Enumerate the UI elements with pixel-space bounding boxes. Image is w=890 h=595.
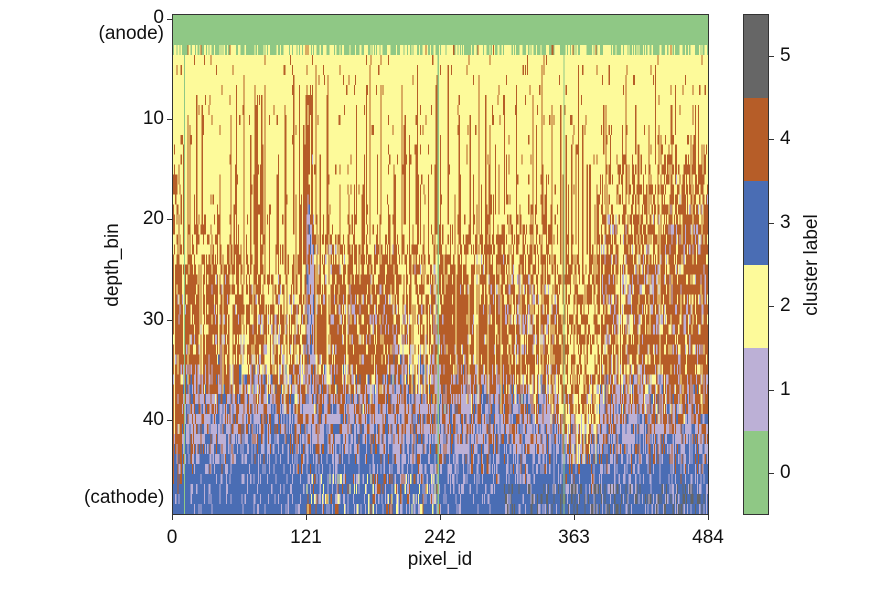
colorbar-label-1: 1 xyxy=(780,379,791,400)
colorbar-tick-5 xyxy=(769,56,774,57)
xtick-0 xyxy=(172,515,173,520)
ytick-30 xyxy=(167,320,172,321)
ytick-20 xyxy=(167,219,172,220)
xtick-363 xyxy=(574,515,575,520)
colorbar-tick-3 xyxy=(769,223,774,224)
colorbar-segment-0 xyxy=(744,430,768,515)
ytick-label-20: 20 xyxy=(142,208,164,229)
ytick-label-10: 10 xyxy=(142,108,164,129)
colorbar-label-3: 3 xyxy=(780,212,791,233)
colorbar-segment-3 xyxy=(744,181,768,265)
colorbar xyxy=(743,14,769,515)
xtick-121 xyxy=(306,515,307,520)
colorbar-label-4: 4 xyxy=(780,128,791,149)
ytick-label-0: 0 xyxy=(153,7,164,28)
ytick-40 xyxy=(167,420,172,421)
xtick-label-484: 484 xyxy=(692,527,724,548)
xtick-label-242: 242 xyxy=(424,527,456,548)
colorbar-label-2: 2 xyxy=(780,295,791,316)
colorbar-tick-2 xyxy=(769,306,774,307)
xtick-484 xyxy=(708,515,709,520)
colorbar-segment-5 xyxy=(744,15,768,99)
colorbar-label-0: 0 xyxy=(780,462,791,483)
colorbar-label-5: 5 xyxy=(780,45,791,66)
heatmap-plot-area xyxy=(172,14,709,515)
colorbar-segment-2 xyxy=(744,264,768,348)
colorbar-tick-0 xyxy=(769,473,774,474)
xtick-242 xyxy=(440,515,441,520)
x-axis-title: pixel_id xyxy=(407,549,473,570)
xtick-label-121: 121 xyxy=(290,527,322,548)
colorbar-tick-1 xyxy=(769,390,774,391)
colorbar-segment-4 xyxy=(744,98,768,182)
cathode-label: (cathode) xyxy=(84,487,165,508)
colorbar-tick-4 xyxy=(769,139,774,140)
colorbar-title: cluster label xyxy=(801,214,822,316)
ytick-0 xyxy=(167,19,172,20)
ytick-label-40: 40 xyxy=(142,409,164,430)
cluster-heatmap xyxy=(173,15,708,514)
anode-label: (anode) xyxy=(98,23,165,44)
y-axis-title: depth_bin xyxy=(102,223,123,307)
ytick-label-30: 30 xyxy=(142,309,164,330)
xtick-label-363: 363 xyxy=(558,527,590,548)
xtick-label-0: 0 xyxy=(166,527,178,548)
ytick-10 xyxy=(167,119,172,120)
colorbar-segment-1 xyxy=(744,347,768,431)
